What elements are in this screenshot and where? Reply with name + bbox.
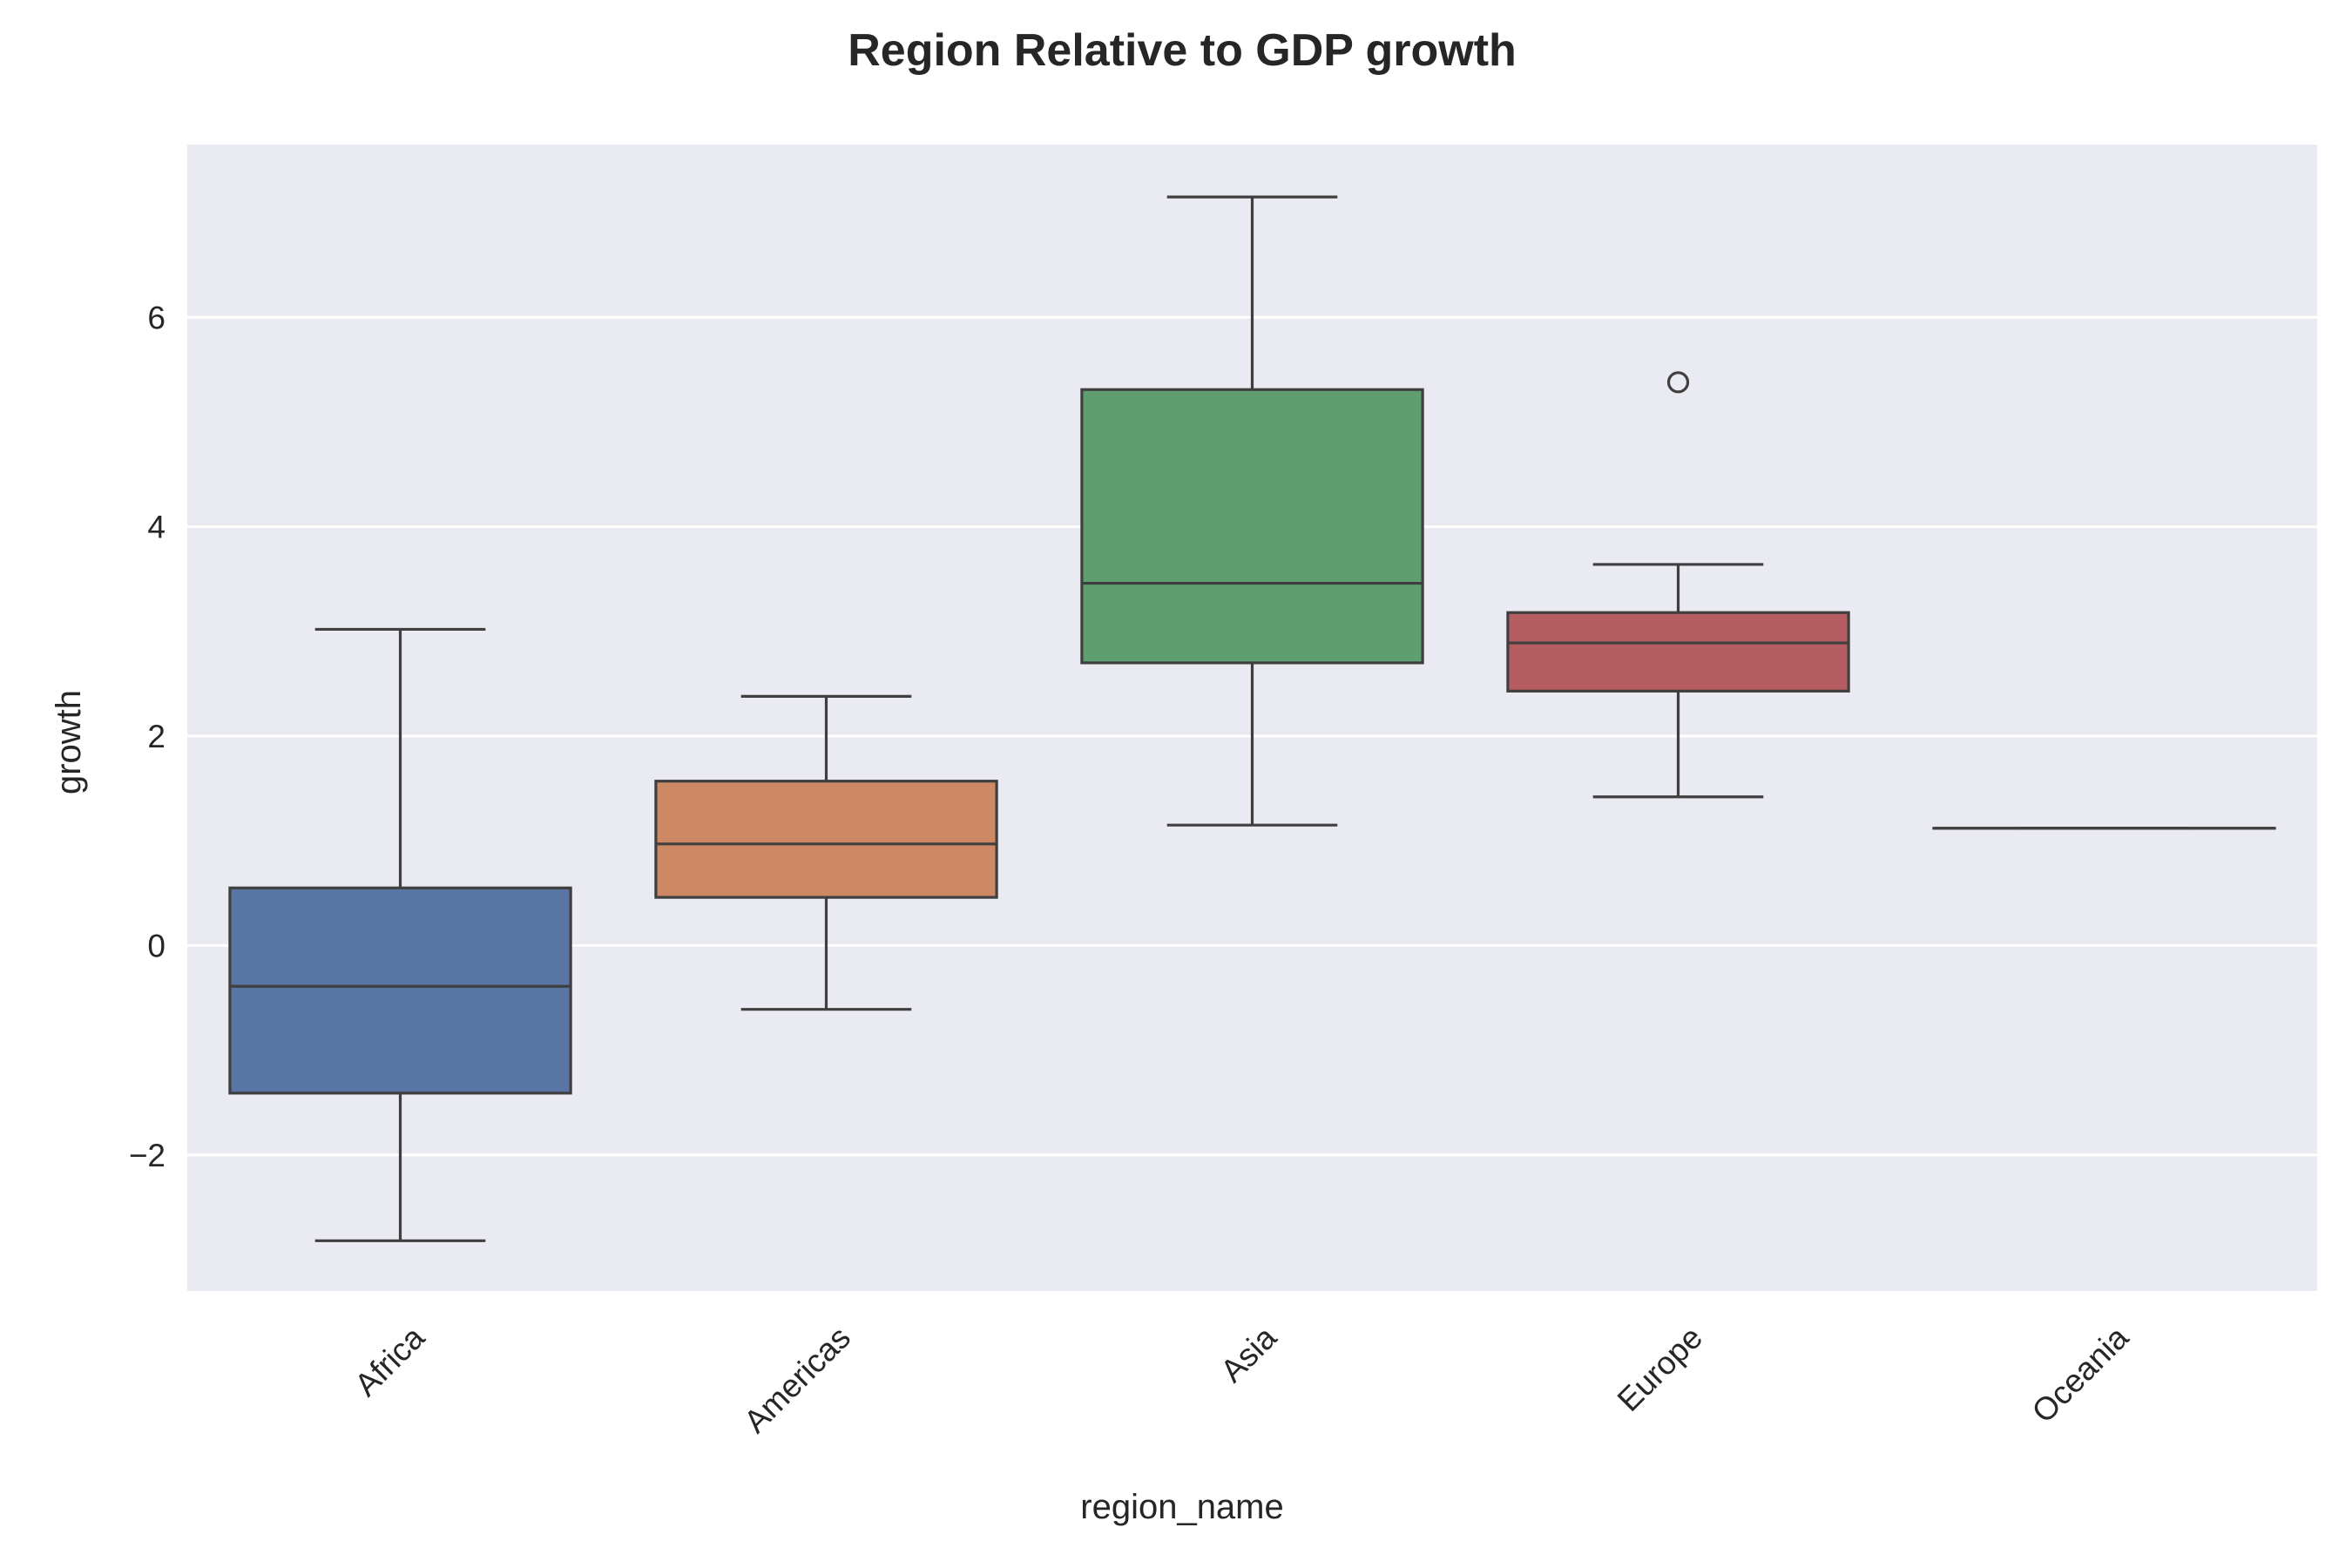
boxes: [228, 195, 2276, 1242]
outlier-point: [1666, 371, 1690, 394]
box-asia: [1080, 195, 1424, 827]
box-africa: [228, 627, 572, 1242]
chart-title: Region Relative to GDP growth: [848, 25, 1517, 76]
y-tick-label: 6: [147, 300, 166, 335]
box-americas: [654, 694, 998, 1011]
iqr-box: [654, 780, 998, 899]
y-tick-label: −2: [129, 1138, 166, 1173]
iqr-box: [1506, 611, 1850, 693]
y-tick-labels: −2 0 2 4 6: [129, 300, 166, 1173]
x-axis-label: region_name: [1080, 1488, 1284, 1526]
x-tick-label: Americas: [737, 1320, 857, 1440]
x-tick-label: Asia: [1213, 1319, 1283, 1389]
x-tick-label: Africa: [348, 1319, 431, 1402]
y-tick-label: 0: [147, 928, 166, 963]
box-europe: [1506, 371, 1850, 799]
x-tick-label: Oceania: [2025, 1319, 2136, 1429]
x-tick-labels: Africa Americas Asia Europe Oceania: [348, 1319, 2135, 1439]
y-axis-label: growth: [50, 690, 88, 794]
iqr-box: [1080, 388, 1424, 665]
iqr-box: [228, 886, 572, 1095]
y-tick-label: 2: [147, 719, 166, 754]
x-tick-label: Europe: [1611, 1320, 1709, 1418]
y-tick-label: 4: [147, 510, 166, 545]
